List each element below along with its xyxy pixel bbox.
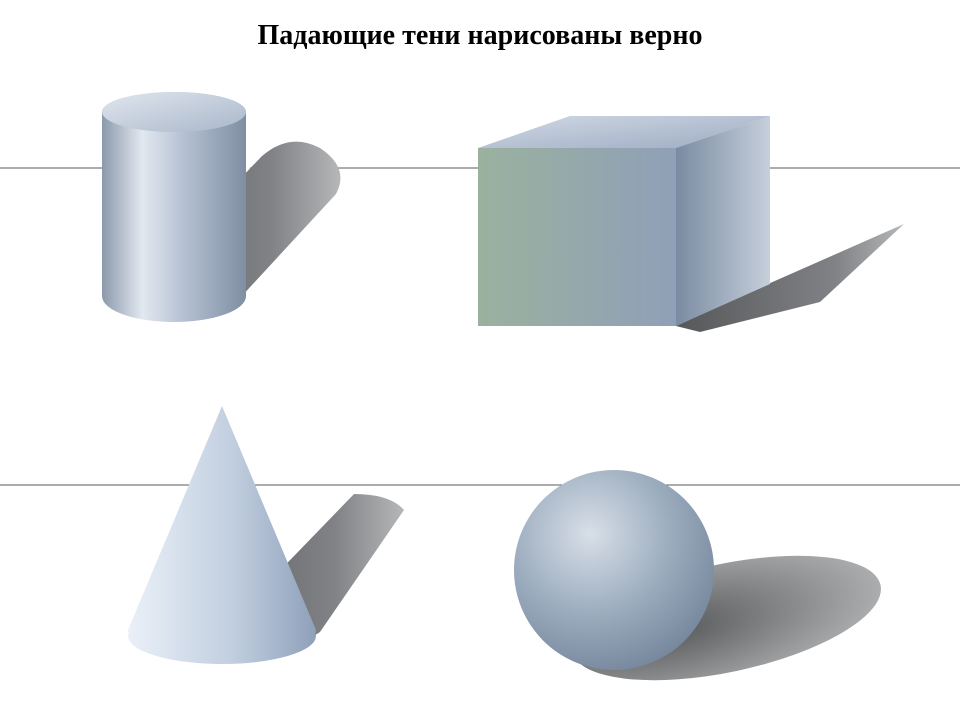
- cylinder-group: [102, 92, 340, 322]
- cube-group: [478, 116, 904, 332]
- shapes-diagram: [0, 0, 960, 720]
- cube-front: [478, 148, 676, 326]
- cone-body: [128, 406, 316, 658]
- sphere-body: [514, 470, 714, 670]
- sphere-group: [514, 470, 892, 704]
- cylinder-top: [102, 92, 246, 132]
- cone-group: [128, 406, 404, 664]
